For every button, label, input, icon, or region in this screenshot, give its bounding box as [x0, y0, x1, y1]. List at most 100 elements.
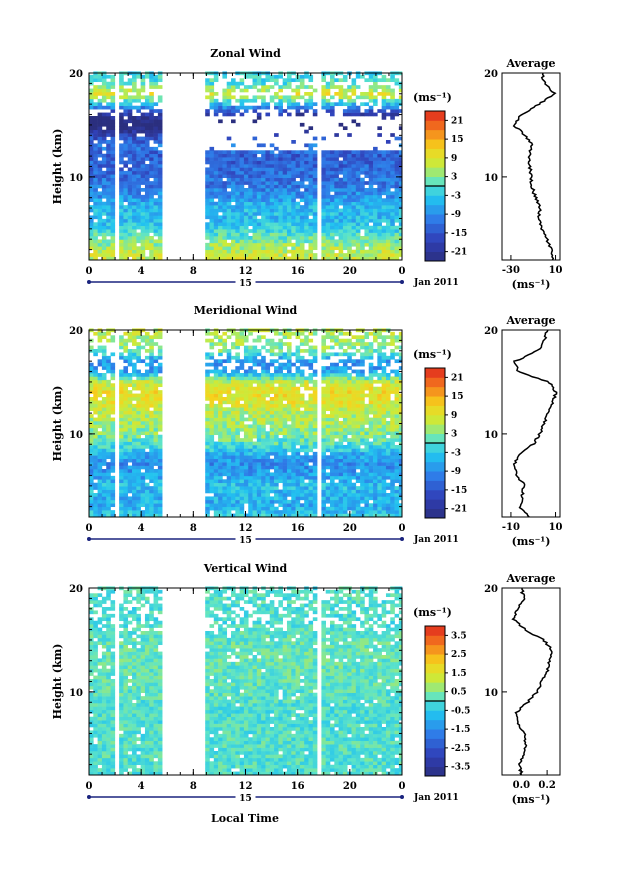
heatmap-cell: [149, 95, 154, 100]
heatmap-cell: [136, 129, 141, 134]
heatmap-cell: [278, 390, 283, 394]
heatmap-cell: [377, 170, 382, 175]
heatmap-cell: [213, 465, 219, 470]
heatmap-cell: [381, 246, 387, 251]
heatmap-cell: [256, 191, 262, 196]
heatmap-cell: [312, 493, 318, 497]
heatmap-cell: [153, 177, 159, 182]
heatmap-cell: [157, 499, 163, 504]
heatmap-cell: [226, 421, 232, 425]
heatmap-cell: [239, 390, 245, 394]
heatmap-cell: [330, 400, 335, 405]
heatmap-cell: [360, 153, 365, 158]
heatmap-cell: [261, 424, 266, 429]
heatmap-cell: [226, 212, 232, 216]
heatmap-cell: [278, 431, 283, 436]
heatmap-cell: [119, 116, 124, 120]
heatmap-cell: [106, 472, 111, 477]
heatmap-cell: [153, 140, 159, 144]
heatmap-cell: [132, 469, 137, 473]
heatmap-cell: [89, 188, 94, 192]
heatmap-cell: [355, 225, 361, 230]
heatmap-cell: [239, 242, 245, 247]
heatmap-cell: [373, 177, 378, 182]
heatmap-cell: [252, 256, 258, 261]
heatmap-cell: [274, 462, 279, 466]
heatmap-cell: [364, 205, 370, 209]
heatmap-cell: [136, 445, 141, 449]
heatmap-cell: [157, 458, 163, 463]
heatmap-cell: [226, 510, 232, 514]
heatmap-cell: [119, 105, 124, 110]
heatmap-cell: [256, 112, 262, 117]
heatmap-cell: [312, 373, 318, 377]
heatmap-cell: [330, 417, 335, 422]
heatmap-cell: [334, 458, 339, 463]
heatmap-cell: [235, 366, 240, 370]
day-label: 15: [239, 279, 252, 289]
heatmap-cell: [299, 246, 305, 251]
heatmap-cell: [278, 177, 283, 182]
heatmap-cell: [282, 98, 288, 103]
heatmap-cell: [256, 349, 262, 353]
heatmap-cell: [325, 249, 331, 254]
heatmap-cell: [205, 232, 210, 237]
heatmap-cell: [209, 475, 215, 480]
heatmap-cell: [256, 105, 262, 110]
heatmap-cell: [295, 455, 301, 460]
heatmap-cell: [226, 229, 232, 233]
heatmap-cell: [119, 160, 124, 165]
heatmap-cell: [132, 122, 137, 127]
heatmap-cell: [282, 236, 288, 240]
heatmap-cell: [144, 376, 150, 381]
heatmap-cell: [312, 229, 318, 233]
heatmap-cell: [330, 167, 335, 172]
heatmap-cell: [101, 74, 107, 79]
heatmap-cell: [213, 167, 219, 172]
heatmap-cell: [261, 431, 266, 436]
heatmap-cell: [256, 157, 262, 161]
heatmap-cell: [256, 229, 262, 233]
heatmap-cell: [144, 74, 150, 79]
heatmap-cell: [101, 164, 107, 168]
heatmap-cell: [243, 208, 249, 213]
heatmap-cell: [136, 397, 141, 401]
heatmap-cell: [325, 194, 331, 199]
heatmap-cell: [278, 355, 283, 360]
heatmap-cell: [308, 362, 314, 367]
heatmap-cell: [127, 215, 133, 220]
heatmap-cell: [157, 143, 163, 148]
heatmap-cell: [218, 198, 223, 203]
heatmap-cell: [360, 74, 365, 79]
heatmap-cell: [312, 503, 318, 508]
heatmap-cell: [265, 205, 271, 209]
heatmap-cell: [136, 345, 141, 350]
heatmap-cell: [89, 510, 94, 514]
heatmap-cell: [226, 256, 232, 261]
heatmap-cell: [330, 212, 335, 216]
heatmap-cell: [218, 342, 223, 346]
heatmap-cell: [334, 338, 339, 343]
heatmap-cell: [235, 212, 240, 216]
heatmap-cell: [269, 201, 275, 206]
heatmap-cell: [338, 369, 344, 374]
heatmap-cell: [119, 499, 124, 504]
heatmap-cell: [295, 400, 301, 405]
heatmap-cell: [252, 74, 258, 79]
heatmap-cell: [127, 503, 133, 508]
heatmap-cell: [312, 383, 318, 388]
heatmap-cell: [338, 414, 344, 418]
heatmap-cell: [106, 448, 111, 453]
heatmap-cell: [209, 455, 215, 460]
heatmap-cell: [325, 493, 331, 497]
heatmap-cell: [106, 188, 111, 192]
heatmap-cell: [127, 249, 133, 254]
heatmap-cell: [222, 164, 228, 168]
heatmap-cell: [248, 249, 253, 254]
heatmap-cell: [235, 424, 240, 429]
heatmap-cell: [235, 335, 240, 340]
heatmap-cell: [205, 451, 210, 456]
heatmap-cell: [304, 510, 309, 514]
heatmap-cell: [239, 184, 245, 189]
heatmap-cell: [321, 342, 326, 346]
